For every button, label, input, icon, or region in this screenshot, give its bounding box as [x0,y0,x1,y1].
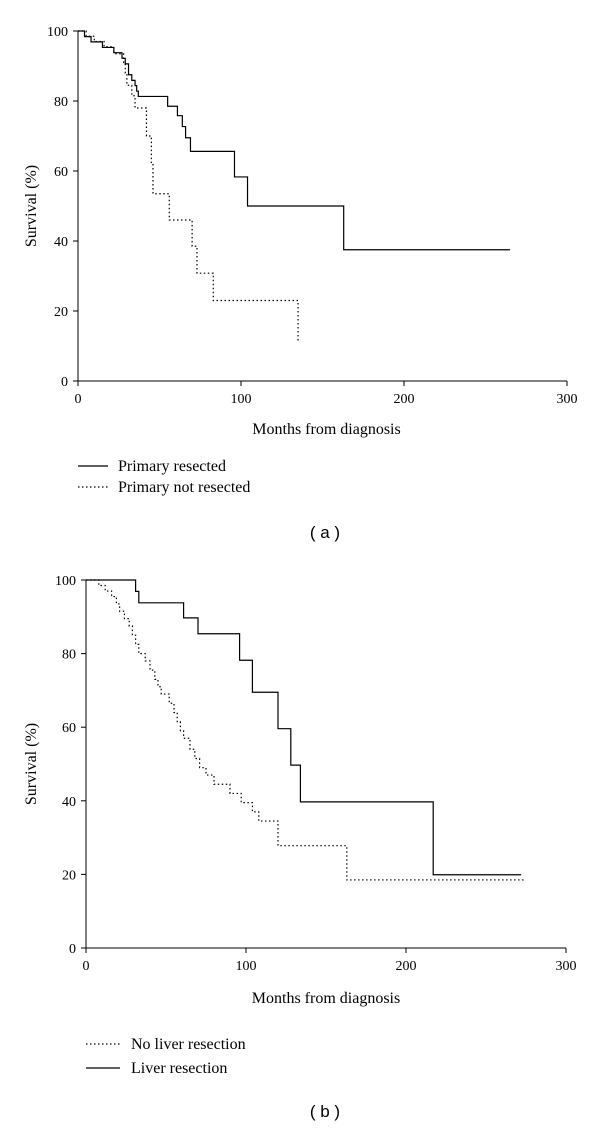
legend-label-primary-resected: Primary resected [118,458,226,475]
y-ticks: 0 20 40 60 80 100 [55,574,86,957]
y-axis-label: Survival (%) [23,165,40,247]
y-tick-label: 40 [62,795,76,810]
panel-label-b: ( b ) [310,1102,340,1121]
series-line-liver-resection [86,579,522,876]
x-axis-label: Months from diagnosis [252,990,400,1007]
legend-label-no-liver-resection: No liver resection [131,1036,246,1053]
y-tick-label: 40 [54,235,68,250]
series-group [78,30,510,341]
y-axis-label: Survival (%) [23,723,40,805]
chart-panel-a: 0 100 200 300 0 20 40 60 80 100 Survival (%) Mon… [23,25,578,542]
legend-label-primary-not-resected: Primary not resected [118,479,250,496]
x-axis-label: Months from diagnosis [252,421,400,438]
series-line-primary-not-resected [78,30,299,341]
series-line-no-liver-resection [86,579,526,881]
y-tick-label: 60 [54,165,68,180]
series-line-primary-resected [78,30,510,251]
y-tick-label: 20 [62,868,76,883]
x-tick-label: 0 [83,959,90,974]
y-tick-label: 80 [62,648,76,663]
y-ticks: 0 20 40 60 80 100 [47,25,78,390]
x-tick-label: 200 [394,392,415,407]
y-tick-label: 20 [54,305,68,320]
x-tick-label: 100 [236,959,257,974]
series-group [86,579,526,881]
x-tick-label: 300 [557,392,578,407]
legend: No liver resection Liver resection [86,1036,246,1077]
x-tick-label: 0 [75,392,82,407]
x-tick-label: 100 [231,392,252,407]
x-ticks: 0 100 200 300 [75,381,578,407]
y-tick-label: 0 [69,942,76,957]
y-tick-label: 0 [61,375,68,390]
legend: Primary resected Primary not resected [78,458,250,496]
x-tick-label: 300 [556,959,577,974]
chart-panel-b: 0 100 200 300 0 20 40 60 80 100 Survival (%) Mon… [23,574,577,1121]
y-tick-label: 100 [55,574,76,589]
y-tick-label: 80 [54,95,68,110]
x-tick-label: 200 [396,959,417,974]
legend-label-liver-resection: Liver resection [131,1060,227,1077]
panel-label-a: ( a ) [310,523,340,542]
y-tick-label: 100 [47,25,68,40]
x-ticks: 0 100 200 300 [83,948,577,974]
y-tick-label: 60 [62,721,76,736]
